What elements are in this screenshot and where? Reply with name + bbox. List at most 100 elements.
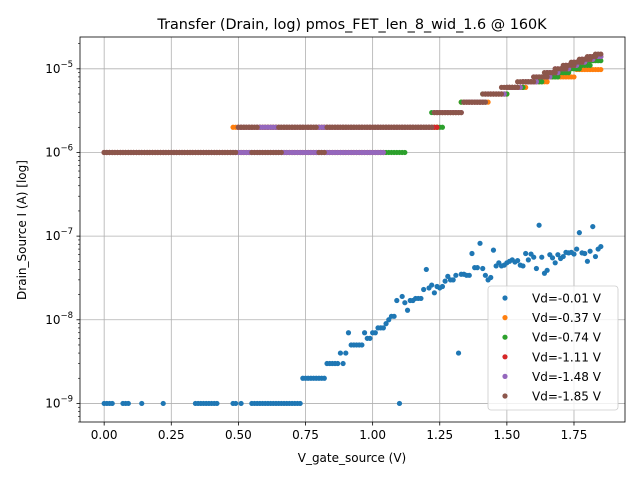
data-point: [490, 247, 497, 253]
data-point: [469, 250, 475, 257]
data-point: [587, 62, 593, 68]
data-point: [592, 253, 599, 260]
data-point: [439, 124, 446, 130]
data-point: [571, 251, 577, 257]
data-point: [313, 124, 319, 130]
data-point: [321, 149, 327, 156]
data-point: [233, 400, 239, 407]
data-point: [431, 290, 437, 296]
data-point: [399, 293, 405, 300]
data-point: [458, 109, 464, 116]
data-point: [466, 272, 472, 278]
data-point: [544, 267, 550, 273]
data-point: [536, 222, 542, 228]
data-point: [474, 265, 480, 271]
data-point: [576, 230, 582, 236]
y-tick-label: 10−7: [45, 227, 73, 243]
x-tick-label: 0.50: [225, 428, 252, 442]
data-point: [531, 79, 537, 85]
data-point: [160, 400, 166, 407]
x-tick-label: 1.75: [561, 428, 588, 442]
data-point: [418, 295, 424, 302]
data-point: [520, 263, 526, 269]
series-group: [101, 222, 604, 407]
data-point: [598, 58, 604, 64]
series-group: [101, 51, 604, 156]
legend-marker: [502, 334, 508, 340]
data-point: [321, 375, 327, 381]
data-point: [429, 124, 435, 130]
data-point: [367, 335, 373, 341]
y-axis-title: Drain_Source I (A) [log]: [15, 160, 29, 300]
data-point: [566, 70, 572, 76]
data-point: [560, 253, 566, 260]
y-axis: 10−9 10−8 10−7 10−6 10−5: [45, 43, 80, 423]
data-point: [598, 243, 604, 250]
legend-label: Vd=-1.48 V: [532, 370, 602, 384]
data-point: [544, 74, 550, 80]
data-point: [442, 278, 448, 284]
data-point: [515, 257, 521, 264]
data-point: [380, 149, 386, 156]
data-point: [590, 223, 596, 230]
data-point: [574, 246, 580, 252]
data-point: [404, 307, 411, 313]
legend-marker: [502, 393, 508, 399]
data-point: [582, 250, 588, 257]
data-point: [423, 266, 429, 273]
data-point: [233, 149, 239, 156]
data-point: [480, 265, 486, 272]
data-point: [544, 79, 550, 85]
data-point: [477, 240, 483, 246]
data-point: [584, 258, 591, 264]
data-point: [453, 272, 459, 278]
legend: Vd=-0.01 V Vd=-0.37 V Vd=-0.74 V Vd=-1.11 V…: [487, 285, 619, 411]
data-point: [482, 99, 488, 105]
data-point: [340, 360, 346, 367]
data-point: [549, 255, 556, 261]
data-point: [297, 400, 303, 407]
x-tick-label: 1.25: [426, 428, 453, 442]
data-point: [380, 325, 386, 331]
data-point: [555, 74, 561, 80]
legend-label: Vd=-1.11 V: [532, 350, 602, 364]
y-tick-label: 10−8: [45, 311, 73, 327]
data-point: [571, 74, 577, 80]
data-point: [523, 250, 529, 257]
data-point: [439, 283, 446, 290]
data-point: [345, 330, 352, 336]
legend-marker: [502, 373, 508, 379]
legend-label: Vd=-0.01 V: [532, 292, 602, 306]
x-tick-label: 0.75: [292, 428, 319, 442]
data-point: [361, 330, 368, 336]
data-point: [552, 70, 558, 76]
data-point: [278, 149, 284, 156]
data-point: [139, 400, 145, 407]
chart-title: Transfer (Drain, log) pmos_FET_len_8_wid…: [156, 17, 547, 33]
data-point: [109, 400, 115, 407]
legend-box: [487, 285, 619, 411]
legend-marker: [502, 315, 508, 321]
legend-label: Vd=-0.74 V: [532, 331, 602, 345]
data-point: [434, 124, 440, 130]
data-point: [552, 260, 558, 266]
data-point: [372, 330, 378, 336]
data-point: [531, 254, 537, 260]
x-tick-label: 1.00: [359, 428, 386, 442]
data-point: [402, 300, 408, 306]
data-point: [383, 321, 389, 327]
data-point: [488, 274, 494, 281]
data-point: [337, 350, 344, 356]
data-point: [555, 252, 561, 258]
data-point: [515, 84, 521, 90]
data-point: [396, 400, 403, 407]
data-point: [525, 257, 531, 263]
data-point: [498, 91, 505, 97]
data-point: [482, 272, 488, 278]
x-tick-label: 1.50: [494, 428, 521, 442]
data-point: [539, 254, 545, 260]
x-tick-label: 0.00: [91, 428, 118, 442]
legend-marker: [502, 354, 508, 360]
legend-label: Vd=-1.85 V: [532, 390, 602, 404]
